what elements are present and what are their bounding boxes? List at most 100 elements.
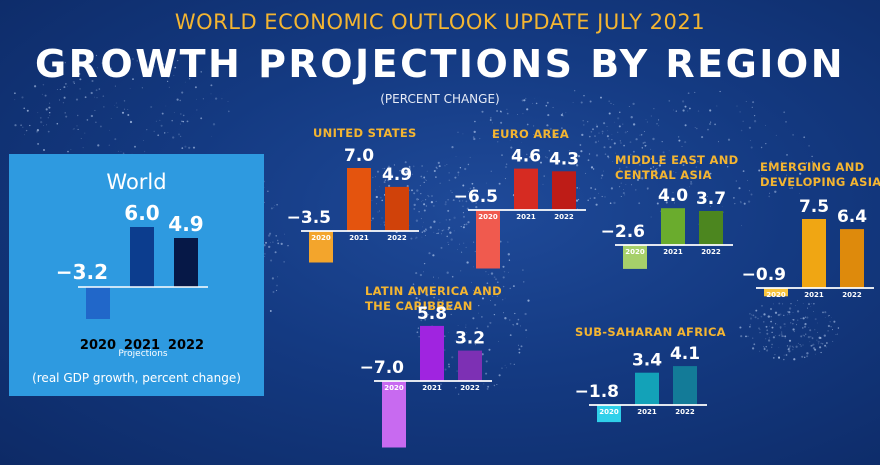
map-dot [184, 145, 187, 148]
map-dot [457, 174, 459, 176]
map-dot [475, 341, 478, 344]
map-dot [490, 170, 492, 172]
map-dot [410, 293, 412, 296]
map-dot [49, 114, 51, 116]
year-label: 2021 [663, 248, 683, 256]
map-dot [529, 156, 531, 158]
map-dot [109, 76, 111, 77]
map-dot [438, 312, 441, 315]
page-title: GROWTH PROJECTIONS BY REGION [34, 42, 846, 86]
map-dot [179, 99, 181, 102]
map-dot [444, 368, 447, 371]
map-dot [761, 175, 763, 176]
map-dot [179, 123, 181, 125]
map-dot [473, 137, 476, 141]
map-dot [472, 187, 475, 189]
map-dot [788, 347, 791, 350]
map-dot [509, 363, 512, 365]
map-dot [814, 329, 816, 331]
map-dot [592, 128, 594, 131]
map-dot [462, 212, 464, 214]
map-dot [189, 78, 191, 80]
value-label: −7.0 [360, 358, 405, 378]
map-dot [748, 126, 751, 129]
map-dot [263, 187, 265, 188]
map-dot [20, 124, 22, 127]
map-dot [507, 130, 510, 133]
map-dot [661, 140, 663, 143]
map-dot [462, 200, 464, 202]
map-dot [504, 297, 506, 299]
unit-label: (PERCENT CHANGE) [380, 92, 500, 106]
map-dot [72, 57, 74, 59]
map-dot [652, 166, 655, 168]
map-dot [587, 121, 589, 123]
map-dot [429, 226, 432, 229]
map-dot [438, 289, 440, 292]
map-dot [141, 87, 144, 89]
map-dot [446, 235, 448, 238]
map-dot [793, 319, 795, 321]
map-dot [594, 135, 596, 137]
map-dot [742, 120, 744, 122]
map-dot [640, 134, 643, 136]
map-dot [735, 180, 737, 182]
map-dot [620, 195, 622, 198]
map-dot [181, 91, 184, 94]
map-dot [182, 114, 185, 117]
map-dot [435, 166, 438, 169]
map-dot [432, 254, 435, 257]
map-dot [809, 335, 812, 338]
map-dot [472, 289, 474, 291]
map-dot [109, 129, 111, 131]
map-dot [170, 56, 173, 59]
map-dot [526, 123, 529, 126]
map-dot [448, 179, 451, 182]
map-dot [663, 159, 665, 161]
map-dot [560, 113, 564, 117]
map-dot [449, 309, 451, 311]
region-label-line: EMERGING AND [760, 160, 865, 174]
map-dot [416, 198, 419, 201]
map-dot [623, 188, 624, 190]
map-dot [502, 285, 505, 288]
map-dot [506, 112, 509, 115]
map-dot [79, 78, 82, 81]
map-dot [789, 187, 791, 189]
map-dot [656, 202, 659, 205]
map-dot [94, 109, 96, 112]
map-dot [826, 346, 828, 348]
map-dot [617, 131, 619, 133]
map-dot [791, 187, 793, 189]
map-dot [817, 332, 819, 333]
map-dot [813, 303, 815, 305]
map-dot [800, 345, 802, 347]
map-dot [37, 112, 39, 114]
region-label-united-states: UNITED STATES [313, 126, 417, 141]
map-dot [437, 161, 440, 164]
map-dot [521, 99, 524, 102]
map-dot [750, 193, 753, 196]
map-dot [623, 155, 625, 157]
map-dot [644, 131, 646, 132]
map-dot [196, 109, 198, 111]
map-dot [157, 134, 160, 137]
map-dot [830, 317, 832, 318]
map-dot [758, 327, 760, 330]
map-dot [178, 133, 180, 136]
map-dot [464, 167, 467, 171]
map-dot [638, 163, 641, 166]
map-dot [44, 94, 47, 97]
map-dot [817, 340, 820, 343]
map-dot [463, 333, 466, 336]
map-dot [442, 300, 444, 302]
map-dot [274, 251, 277, 254]
bar-2022 [385, 186, 409, 231]
map-dot [486, 182, 488, 184]
map-dot [777, 356, 781, 359]
map-dot [546, 124, 549, 127]
map-dot [117, 150, 119, 152]
map-dot [799, 192, 801, 194]
map-dot [446, 271, 449, 274]
map-dot [801, 355, 804, 358]
